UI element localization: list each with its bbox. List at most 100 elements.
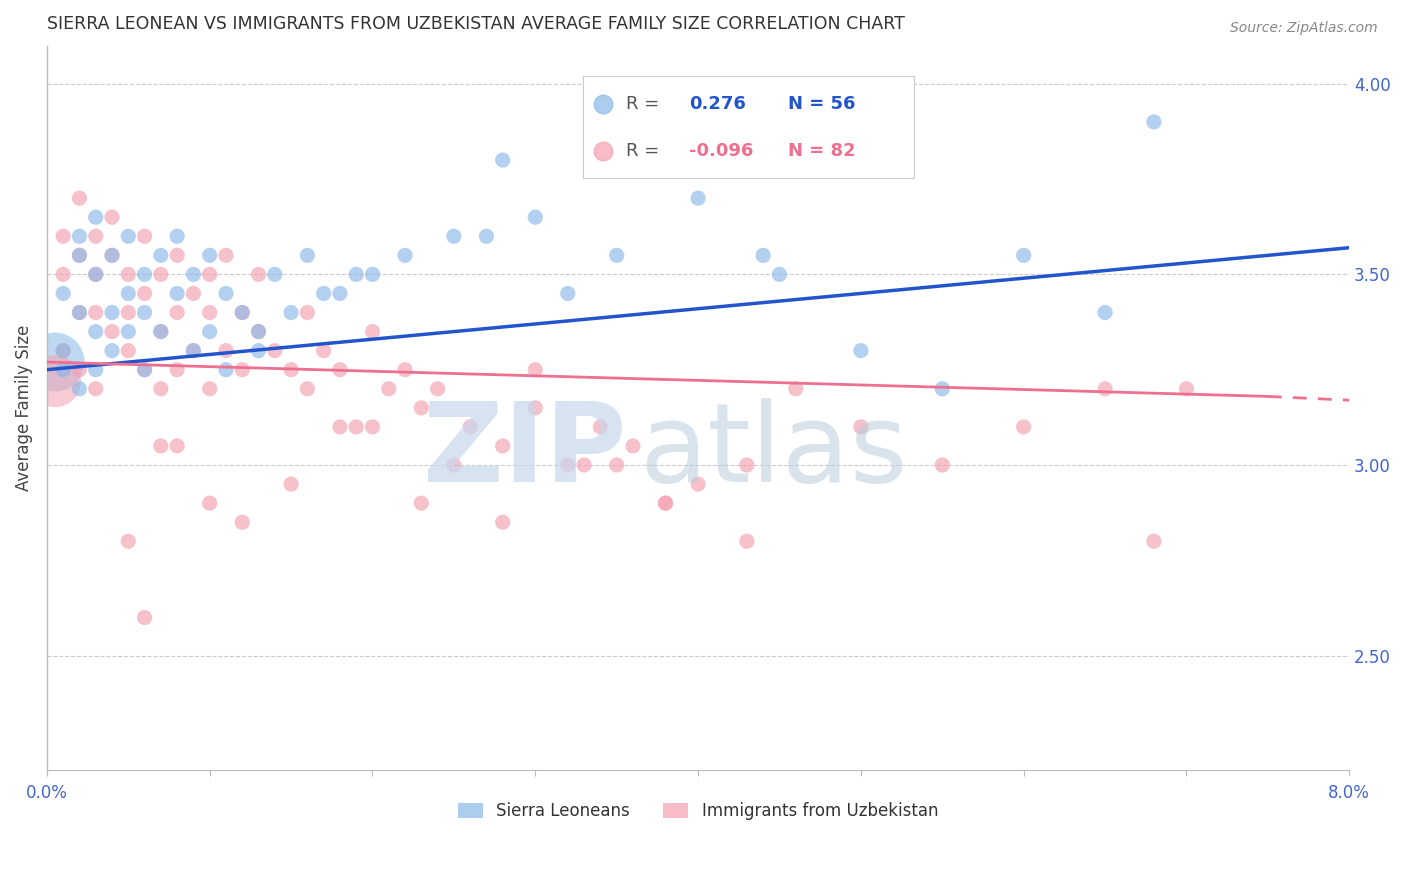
Point [312,286,335,301]
Point [589,420,612,434]
Point [149,325,172,339]
Point [166,305,188,319]
Point [52,343,75,358]
Point [117,305,139,319]
Point [215,248,238,262]
Point [149,268,172,282]
Point [84,382,107,396]
Point [312,343,335,358]
Point [443,458,465,472]
Point [149,248,172,262]
Point [557,286,579,301]
Point [84,325,107,339]
Point [101,325,124,339]
Point [134,268,156,282]
Point [606,458,628,472]
Point [134,229,156,244]
Point [198,496,221,510]
Point [931,382,953,396]
Point [183,343,205,358]
Text: Source: ZipAtlas.com: Source: ZipAtlas.com [1230,21,1378,35]
Point [768,268,790,282]
Point [654,496,676,510]
Point [280,362,302,376]
Point [198,325,221,339]
Point [84,268,107,282]
Text: ZIP: ZIP [423,398,627,505]
Point [492,439,515,453]
Point [1094,305,1116,319]
Point [117,534,139,549]
Point [1175,382,1198,396]
Point [84,305,107,319]
Point [84,362,107,376]
Point [117,229,139,244]
Point [52,343,75,358]
Point [183,286,205,301]
Point [231,305,253,319]
Text: 0.276: 0.276 [689,95,747,112]
Point [686,477,709,491]
Legend: Sierra Leoneans, Immigrants from Uzbekistan: Sierra Leoneans, Immigrants from Uzbekis… [451,796,945,827]
Point [524,362,547,376]
Point [361,325,384,339]
Point [475,229,498,244]
Point [378,382,401,396]
Point [231,515,253,529]
Point [198,305,221,319]
Point [117,286,139,301]
Point [117,325,139,339]
Point [117,268,139,282]
Text: N = 82: N = 82 [789,142,856,160]
Point [1143,115,1166,129]
Point [394,248,416,262]
Point [134,362,156,376]
Point [166,439,188,453]
Point [263,343,285,358]
Point [329,420,352,434]
Point [69,229,91,244]
Point [44,374,66,388]
Y-axis label: Average Family Size: Average Family Size [15,325,32,491]
Point [134,286,156,301]
Point [606,248,628,262]
Point [572,458,595,472]
Point [84,229,107,244]
Point [329,286,352,301]
Point [557,458,579,472]
Point [149,382,172,396]
Point [524,211,547,225]
Text: R =: R = [627,95,665,112]
Point [183,343,205,358]
Point [117,343,139,358]
Point [426,382,449,396]
Point [166,248,188,262]
Point [198,248,221,262]
Point [443,229,465,244]
Point [69,362,91,376]
Point [849,343,872,358]
Text: R =: R = [627,142,665,160]
Point [411,496,433,510]
Point [297,248,319,262]
Point [247,325,270,339]
Point [524,401,547,415]
Point [785,382,807,396]
Point [394,362,416,376]
Point [69,305,91,319]
Point [198,268,221,282]
Point [231,362,253,376]
Point [280,305,302,319]
Point [280,477,302,491]
Point [166,286,188,301]
Point [849,420,872,434]
Point [752,248,775,262]
Point [654,496,676,510]
Point [101,248,124,262]
Point [344,420,367,434]
Point [735,534,758,549]
Point [44,355,66,369]
Point [492,153,515,167]
Point [344,268,367,282]
Point [247,268,270,282]
